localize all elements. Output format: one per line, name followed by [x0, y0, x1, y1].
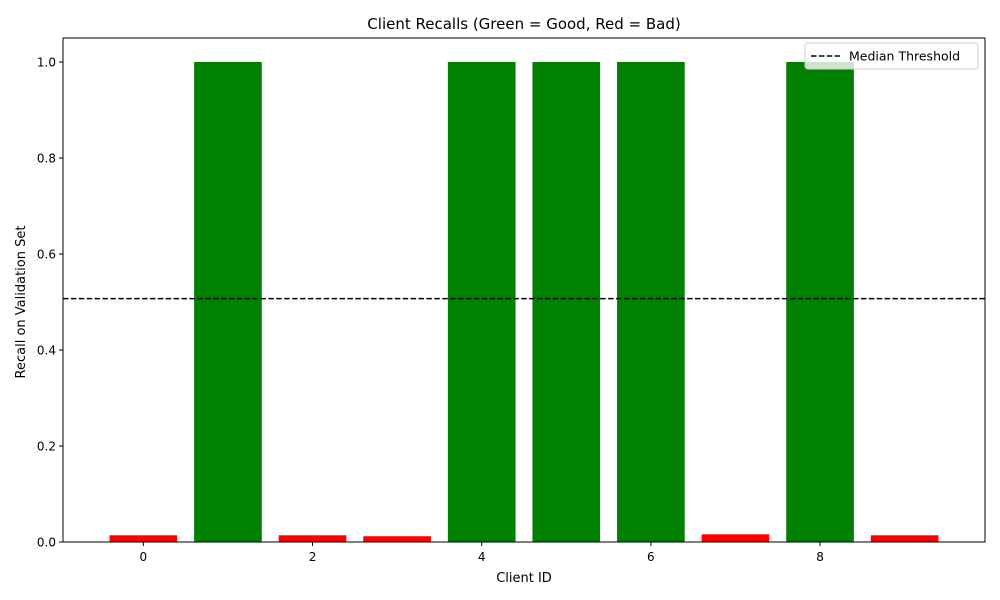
bar-client-5	[532, 62, 601, 542]
bar-client-4	[447, 62, 516, 542]
bar-client-3	[363, 536, 431, 542]
bars-group	[109, 62, 939, 542]
y-axis-label: Recall on Validation Set	[14, 226, 29, 379]
y-tick-label: 0.2	[37, 440, 56, 454]
chart-title: Client Recalls (Green = Good, Red = Bad)	[367, 15, 680, 33]
y-tick-label: 0.4	[37, 344, 56, 358]
bar-client-6	[617, 62, 685, 542]
legend: Median Threshold	[804, 42, 979, 70]
bar-client-0	[109, 535, 178, 542]
x-axis-ticks: 0 2 4 6 8	[140, 542, 824, 564]
x-tick-label: 2	[309, 550, 317, 564]
x-tick-label: 6	[647, 550, 655, 564]
x-tick-label: 4	[478, 550, 486, 564]
y-tick-label: 0.0	[37, 536, 56, 550]
legend-box	[804, 42, 979, 70]
x-tick-label: 0	[140, 550, 148, 564]
y-tick-label: 0.6	[37, 248, 56, 262]
y-tick-label: 1.0	[37, 56, 56, 70]
y-tick-label: 0.8	[37, 152, 56, 166]
legend-entry-threshold: Median Threshold	[849, 49, 960, 64]
axes-frame	[62, 37, 986, 543]
x-axis-label: Client ID	[496, 571, 552, 586]
bar-client-1	[194, 62, 262, 542]
bar-client-2	[278, 535, 347, 542]
x-tick-label: 8	[816, 550, 824, 564]
bar-client-8	[786, 62, 854, 542]
bar-client-7	[701, 534, 770, 542]
bar-client-9	[870, 535, 939, 542]
y-axis-ticks: 0.0 0.2 0.4 0.6 0.8 1.0	[37, 56, 63, 550]
